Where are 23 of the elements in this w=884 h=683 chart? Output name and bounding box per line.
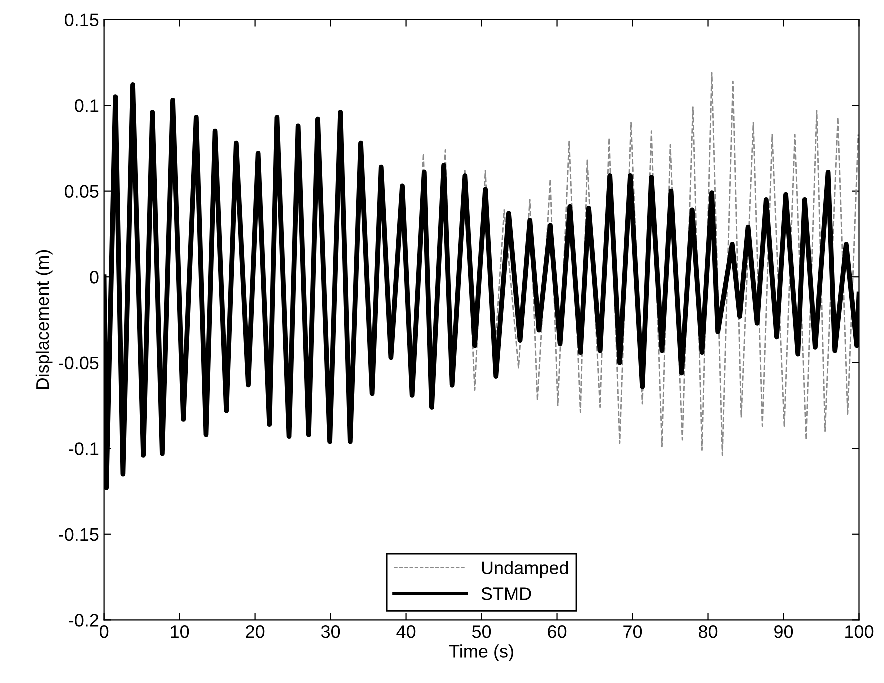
y-tick-label: 0 — [90, 271, 99, 284]
y-tick-label: -0.05 — [59, 356, 99, 370]
x-tick-label: 40 — [396, 626, 416, 638]
x-axis-title: Time (s) — [449, 644, 514, 662]
x-tick-label: 20 — [246, 626, 265, 638]
x-tick-label: 50 — [472, 626, 492, 638]
y-tick-label: -0.1 — [69, 442, 99, 456]
y-tick-label: -0.15 — [59, 528, 99, 542]
x-tick-label: 30 — [321, 626, 340, 638]
x-tick-label: 60 — [548, 626, 567, 638]
y-tick-label: 0.15 — [65, 14, 99, 27]
x-tick-label: 90 — [774, 626, 794, 638]
legend-label: Undamped — [482, 561, 568, 578]
x-tick-label: 80 — [699, 626, 718, 638]
x-tick-label: 70 — [624, 626, 642, 638]
x-tick-label: 0 — [100, 626, 109, 638]
y-tick-label: 0.1 — [75, 100, 99, 112]
x-tick-label: 100 — [846, 626, 874, 638]
y-axis-title: Displacement (m) — [36, 250, 53, 390]
y-tick-label: 0.05 — [65, 185, 99, 198]
y-tick-label: -0.2 — [69, 614, 99, 627]
x-tick-label: 10 — [171, 626, 190, 638]
legend-label: STMD — [482, 588, 532, 600]
